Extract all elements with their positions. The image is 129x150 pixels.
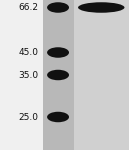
- Ellipse shape: [47, 2, 69, 13]
- Ellipse shape: [47, 47, 69, 58]
- Text: 66.2: 66.2: [19, 3, 39, 12]
- Bar: [0, 0, 43, 150]
- Ellipse shape: [47, 112, 69, 122]
- Bar: [74, 0, 129, 150]
- Ellipse shape: [78, 2, 124, 13]
- Text: 45.0: 45.0: [19, 48, 39, 57]
- Ellipse shape: [47, 70, 69, 80]
- Text: 35.0: 35.0: [19, 70, 39, 80]
- Bar: [43, 0, 129, 150]
- Text: 25.0: 25.0: [19, 112, 39, 122]
- Bar: [43, 0, 74, 150]
